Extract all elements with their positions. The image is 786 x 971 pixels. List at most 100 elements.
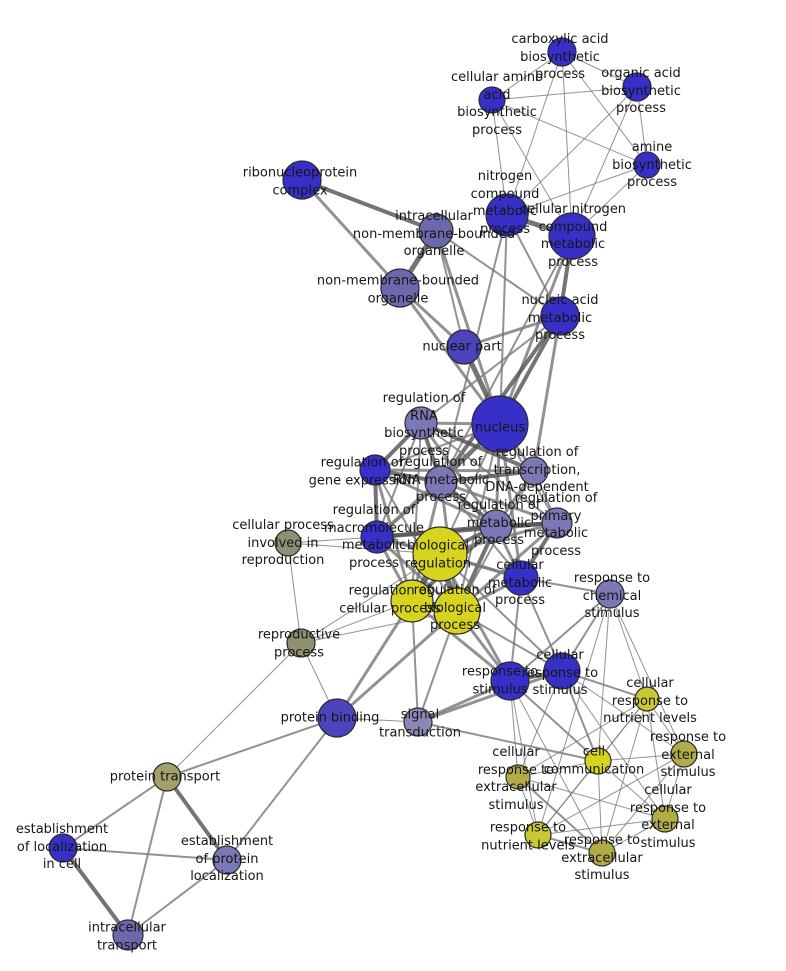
node-protein-binding[interactable] <box>317 698 357 738</box>
node-response-to-external-stimulus[interactable] <box>670 740 698 768</box>
edge-organic-acid-biosynthetic-process--nitrogen-compound-metabolic-process <box>506 86 638 216</box>
edge-regulation-of-rna-biosynthetic-process--regulation-of-metabolic-process <box>419 422 498 527</box>
edge-response-to-stimulus--response-to-nutrient-levels <box>509 680 539 836</box>
node-regulation-of-rna-metabolic-process[interactable] <box>424 465 458 499</box>
edge-regulation-of-biological-process--reproductive-process <box>300 610 458 644</box>
node-nuclear-part[interactable] <box>446 329 482 365</box>
node-regulation-of-primary-metabolic-process[interactable] <box>541 507 573 539</box>
edge-regulation-of-gene-expression--regulation-of-metabolic-process <box>374 468 497 528</box>
node-carboxylic-acid-biosynthetic-process[interactable] <box>547 37 577 67</box>
edge-cellular-amino-acid-biosynthetic-process--amine-biosynthetic-process <box>491 99 648 166</box>
edge-ribonucleoprotein-complex--intracellular-non-membrane-bounded-organelle <box>301 178 437 233</box>
node-organic-acid-biosynthetic-process[interactable] <box>622 72 652 102</box>
node-ribonucleoprotein-complex[interactable] <box>282 160 322 200</box>
edge-cellular-response-to-external-stimulus--response-to-nutrient-levels <box>537 818 666 836</box>
edge-response-to-chemical-stimulus--response-to-nutrient-levels <box>537 593 611 836</box>
node-nucleic-acid-metabolic-process[interactable] <box>540 296 580 336</box>
edge-nucleic-acid-metabolic-process--regulation-of-rna-biosynthetic-process <box>420 315 561 424</box>
edge-nitrogen-compound-metabolic-process--nucleus <box>499 214 508 425</box>
edge-regulation-of-rna-metabolic-process--regulation-of-primary-metabolic-process <box>440 480 558 525</box>
edge-intracellular-non-membrane-bounded-organelle--nucleic-acid-metabolic-process <box>435 230 561 317</box>
edge-intracellular-non-membrane-bounded-organelle--nucleus <box>434 230 502 425</box>
node-response-to-nutrient-levels[interactable] <box>524 821 552 849</box>
edge-cellular-response-to-stimulus--cellular-response-to-external-stimulus <box>561 670 666 820</box>
edge-regulation-of-biological-process--protein-binding <box>336 609 458 720</box>
node-amine-biosynthetic-process[interactable] <box>633 151 661 179</box>
node-cellular-nitrogen-compound-metabolic-process[interactable] <box>548 212 596 260</box>
node-nitrogen-compound-metabolic-process[interactable] <box>485 193 529 237</box>
edge-cellular-response-to-nutrient-levels--cellular-response-to-extracellular-stimulus <box>517 698 648 778</box>
node-protein-transport[interactable] <box>152 762 182 792</box>
node-establishment-of-localization-in-cell[interactable] <box>48 833 78 863</box>
edge-cellular-response-to-stimulus--signal-transduction <box>417 669 563 724</box>
edge-protein-transport--establishment-of-localization-in-cell <box>62 776 168 849</box>
node-establishment-of-protein-localization[interactable] <box>212 845 242 875</box>
node-regulation-of-rna-biosynthetic-process[interactable] <box>404 406 438 440</box>
edge-cellular-nitrogen-compound-metabolic-process--nucleus <box>498 235 574 425</box>
edge-establishment-of-protein-localization--establishment-of-localization-in-cell <box>62 847 228 861</box>
edge-regulation-of-cellular-process--protein-binding <box>335 600 414 719</box>
node-signal-transduction[interactable] <box>403 707 433 737</box>
node-response-to-stimulus[interactable] <box>490 661 530 701</box>
edge-ribonucleoprotein-complex--non-membrane-bounded-organelle <box>300 178 402 290</box>
edge-cellular-amino-acid-biosynthetic-process--cellular-nitrogen-compound-metabolic-process <box>491 99 573 237</box>
edge-amine-biosynthetic-process--nitrogen-compound-metabolic-process <box>506 164 648 216</box>
edge-cell-communication--cellular-response-to-external-stimulus <box>597 760 666 820</box>
edge-signal-transduction--cell-communication <box>417 721 599 762</box>
edge-carboxylic-acid-biosynthetic-process--amine-biosynthetic-process <box>561 51 648 166</box>
node-response-to-extracellular-stimulus[interactable] <box>588 839 616 867</box>
edge-biological-regulation--cellular-response-to-stimulus <box>439 553 563 672</box>
node-response-to-chemical-stimulus[interactable] <box>595 579 625 609</box>
edge-cell-communication--response-to-extracellular-stimulus <box>597 760 603 854</box>
edge-protein-binding--protein-transport <box>166 717 338 778</box>
node-regulation-of-gene-expression[interactable] <box>359 454 391 486</box>
node-cellular-response-to-nutrient-levels[interactable] <box>634 686 660 712</box>
edge-regulation-of-transcription-dna-dependent--regulation-of-gene-expression <box>374 468 535 473</box>
edge-cellular-response-to-extracellular-stimulus--response-to-extracellular-stimulus <box>517 776 603 854</box>
edge-carboxylic-acid-biosynthetic-process--cellular-nitrogen-compound-metabolic-process <box>561 51 573 237</box>
node-cellular-process-involved-in-reproduction[interactable] <box>274 529 302 557</box>
edge-reproductive-process--protein-transport <box>166 642 302 778</box>
node-intracellular-non-membrane-bounded-organelle[interactable] <box>418 213 454 249</box>
node-nucleus[interactable] <box>471 395 529 453</box>
edge-cellular-response-to-nutrient-levels--cellular-response-to-external-stimulus <box>646 698 666 820</box>
edge-nucleic-acid-metabolic-process--regulation-of-transcription-dna-dependent <box>532 315 562 472</box>
node-cellular-amino-acid-biosynthetic-process[interactable] <box>478 86 506 114</box>
edge-protein-binding--establishment-of-protein-localization <box>226 717 338 861</box>
node-regulation-of-transcription-dna-dependent[interactable] <box>519 456 549 486</box>
edge-organic-acid-biosynthetic-process--cellular-amino-acid-biosynthetic-process <box>491 86 638 101</box>
edge-response-to-external-stimulus--cell-communication <box>597 753 685 762</box>
node-cellular-response-to-stimulus[interactable] <box>543 652 581 690</box>
edge-protein-transport--establishment-of-protein-localization <box>165 775 229 862</box>
edge-cellular-response-to-extracellular-stimulus--cellular-response-to-external-stimulus <box>517 776 666 820</box>
node-cell-communication[interactable] <box>584 747 612 775</box>
edge-response-to-chemical-stimulus--response-to-external-stimulus <box>609 593 685 755</box>
edge-intracellular-non-membrane-bounded-organelle--nuclear-part <box>435 230 465 348</box>
node-non-membrane-bounded-organelle[interactable] <box>380 268 420 308</box>
edge-cell-communication--response-to-nutrient-levels <box>537 760 599 836</box>
node-biological-regulation[interactable] <box>412 526 468 582</box>
node-intracellular-transport[interactable] <box>112 919 144 951</box>
node-regulation-of-cellular-process[interactable] <box>390 579 434 623</box>
edge-response-to-chemical-stimulus--response-to-stimulus <box>509 593 611 682</box>
edge-cellular-response-to-stimulus--response-to-external-stimulus <box>561 670 685 755</box>
node-regulation-of-macromolecule-metabolic-process[interactable] <box>360 520 394 554</box>
node-regulation-of-biological-process[interactable] <box>433 587 481 635</box>
node-reproductive-process[interactable] <box>286 628 316 658</box>
edge-cellular-process-involved-in-reproduction--reproductive-process <box>287 542 302 644</box>
edge-protein-transport--intracellular-transport <box>127 776 168 936</box>
edge-organic-acid-biosynthetic-process--cellular-nitrogen-compound-metabolic-process <box>571 86 638 237</box>
edge-response-to-stimulus--cell-communication <box>509 680 599 762</box>
edge-response-to-external-stimulus--response-to-nutrient-levels <box>537 753 685 836</box>
node-cellular-metabolic-process[interactable] <box>503 560 539 596</box>
edge-cellular-response-to-stimulus--cellular-response-to-extracellular-stimulus <box>517 670 563 778</box>
node-cellular-response-to-external-stimulus[interactable] <box>651 805 679 833</box>
edge-response-to-chemical-stimulus--cell-communication <box>597 593 611 762</box>
node-regulation-of-metabolic-process[interactable] <box>479 509 513 543</box>
edge-establishment-of-protein-localization--intracellular-transport <box>127 859 228 936</box>
edge-response-to-external-stimulus--response-to-extracellular-stimulus <box>601 753 685 854</box>
edge-establishment-of-localization-in-cell--intracellular-transport <box>61 846 130 937</box>
node-cellular-response-to-extracellular-stimulus[interactable] <box>505 764 531 790</box>
